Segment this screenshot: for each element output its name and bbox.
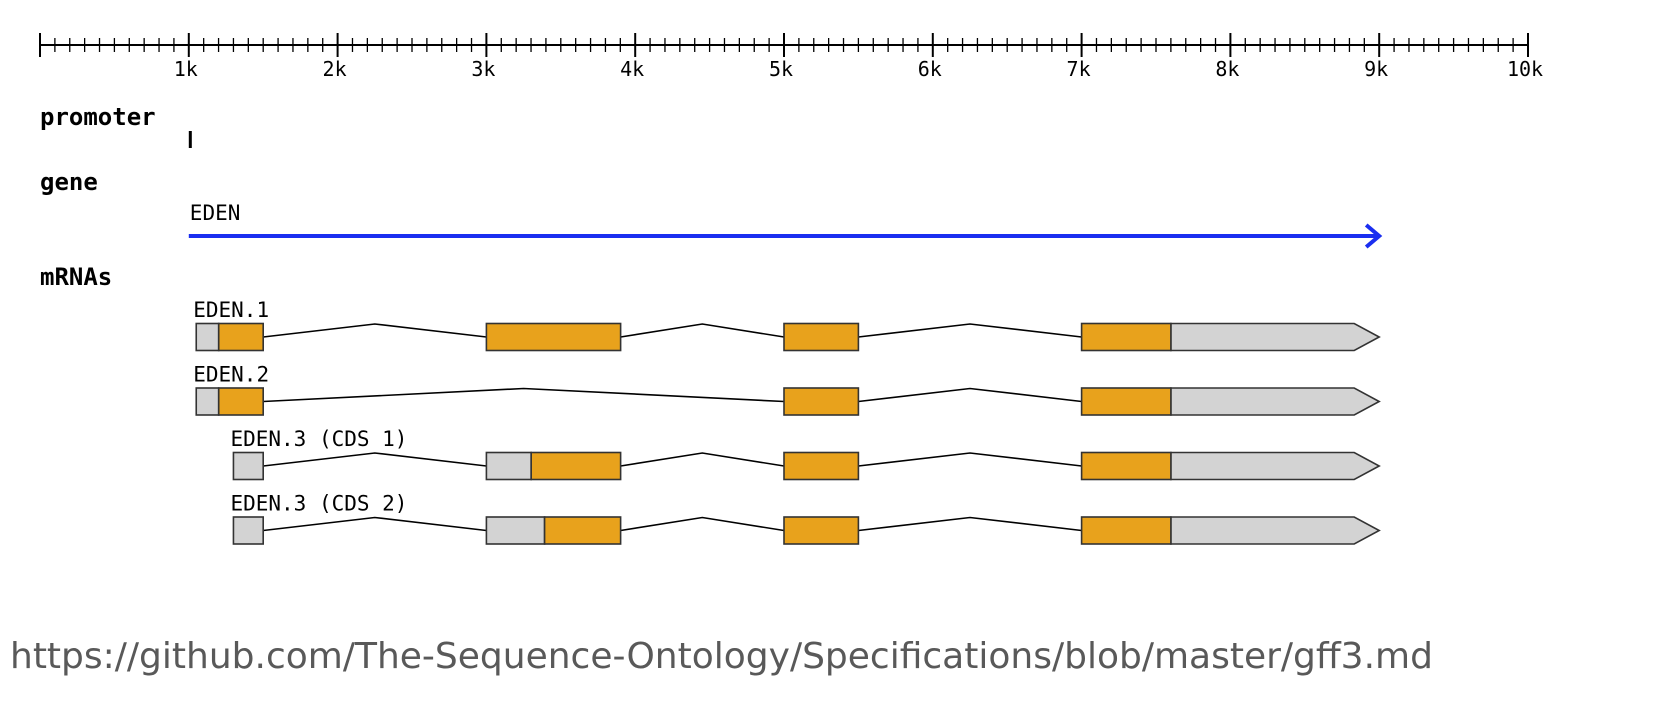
- utr-block-5prime: [485, 451, 532, 481]
- intron-connector: [263, 323, 487, 338]
- utr-block-3prime: [1170, 322, 1381, 352]
- intron-connector: [263, 452, 487, 467]
- transcript-label: EDEN.3 (CDS 2): [230, 492, 407, 516]
- transcript-label: EDEN.1: [193, 298, 269, 322]
- cds-block: [217, 387, 265, 416]
- cds-block: [217, 322, 265, 352]
- utr-block-3prime: [1170, 516, 1381, 545]
- utr-block-5prime: [195, 322, 220, 352]
- gene-track: EDEN: [188, 201, 1383, 249]
- ruler-tick-label: 10k: [1507, 57, 1543, 81]
- ruler-tick-label: 3k: [471, 57, 495, 81]
- utr-block: [232, 451, 265, 481]
- intron-connector: [858, 516, 1082, 532]
- intron-connector: [263, 387, 785, 403]
- intron-connector: [620, 516, 785, 532]
- transcript-row: EDEN.2: [193, 363, 1381, 416]
- gene-arrow-head: [1364, 223, 1383, 249]
- intron-connector: [620, 323, 785, 338]
- mrna-track: EDEN.1 EDEN.2 EDEN.3 (CDS 1) EDEN.3 (CDS 2): [193, 298, 1381, 545]
- transcript-label: EDEN.2: [193, 363, 269, 387]
- cds-block: [543, 516, 622, 545]
- gene-structure-diagram: 1k 2k 3k 4k 5k 6k 7k 8k 9k 10k promoter gene EDEN…: [39, 33, 1543, 545]
- promoter-feature: [188, 131, 192, 148]
- intron-connector: [263, 516, 487, 532]
- ruler-tick-label: 8k: [1215, 57, 1239, 81]
- utr-block-5prime: [195, 387, 220, 416]
- cds-block: [783, 516, 860, 545]
- coordinate-ruler: 1k 2k 3k 4k 5k 6k 7k 8k 9k 10k: [39, 33, 1543, 81]
- cds-block: [530, 451, 622, 481]
- track-label-gene: gene: [40, 168, 98, 196]
- utr-block-3prime: [1170, 451, 1381, 481]
- ruler-tick-label: 5k: [769, 57, 793, 81]
- transcript-row: EDEN.1: [193, 298, 1381, 352]
- cds-block: [783, 387, 860, 416]
- utr-block-5prime: [485, 516, 546, 545]
- transcript-row: EDEN.3 (CDS 2): [230, 492, 1381, 545]
- cds-block: [485, 322, 622, 352]
- utr-block-3prime: [1170, 387, 1381, 416]
- cds-block: [1080, 451, 1172, 481]
- cds-block: [783, 451, 860, 481]
- utr-block: [232, 516, 265, 545]
- cds-block: [783, 322, 860, 352]
- intron-connector: [858, 323, 1082, 338]
- source-url: https://github.com/The-Sequence-Ontology…: [10, 636, 1433, 677]
- ruler-tick-label: 6k: [918, 57, 942, 81]
- transcript-label: EDEN.3 (CDS 1): [230, 427, 407, 451]
- track-label-mrnas: mRNAs: [40, 263, 112, 291]
- transcript-row: EDEN.3 (CDS 1): [230, 427, 1381, 481]
- ruler-tick-label: 4k: [620, 57, 644, 81]
- cds-block: [1080, 387, 1172, 416]
- cds-block: [1080, 322, 1172, 352]
- track-label-promoter: promoter: [40, 103, 156, 131]
- cds-block: [1080, 516, 1172, 545]
- intron-connector: [620, 452, 785, 467]
- gene-name-label: EDEN: [190, 201, 241, 225]
- promoter-track: [188, 131, 192, 148]
- ruler-tick-label: 1k: [174, 57, 198, 81]
- intron-connector: [858, 452, 1082, 467]
- ruler-tick-label: 2k: [323, 57, 347, 81]
- ruler-tick-label: 7k: [1067, 57, 1091, 81]
- intron-connector: [858, 387, 1082, 403]
- ruler-tick-label: 9k: [1364, 57, 1388, 81]
